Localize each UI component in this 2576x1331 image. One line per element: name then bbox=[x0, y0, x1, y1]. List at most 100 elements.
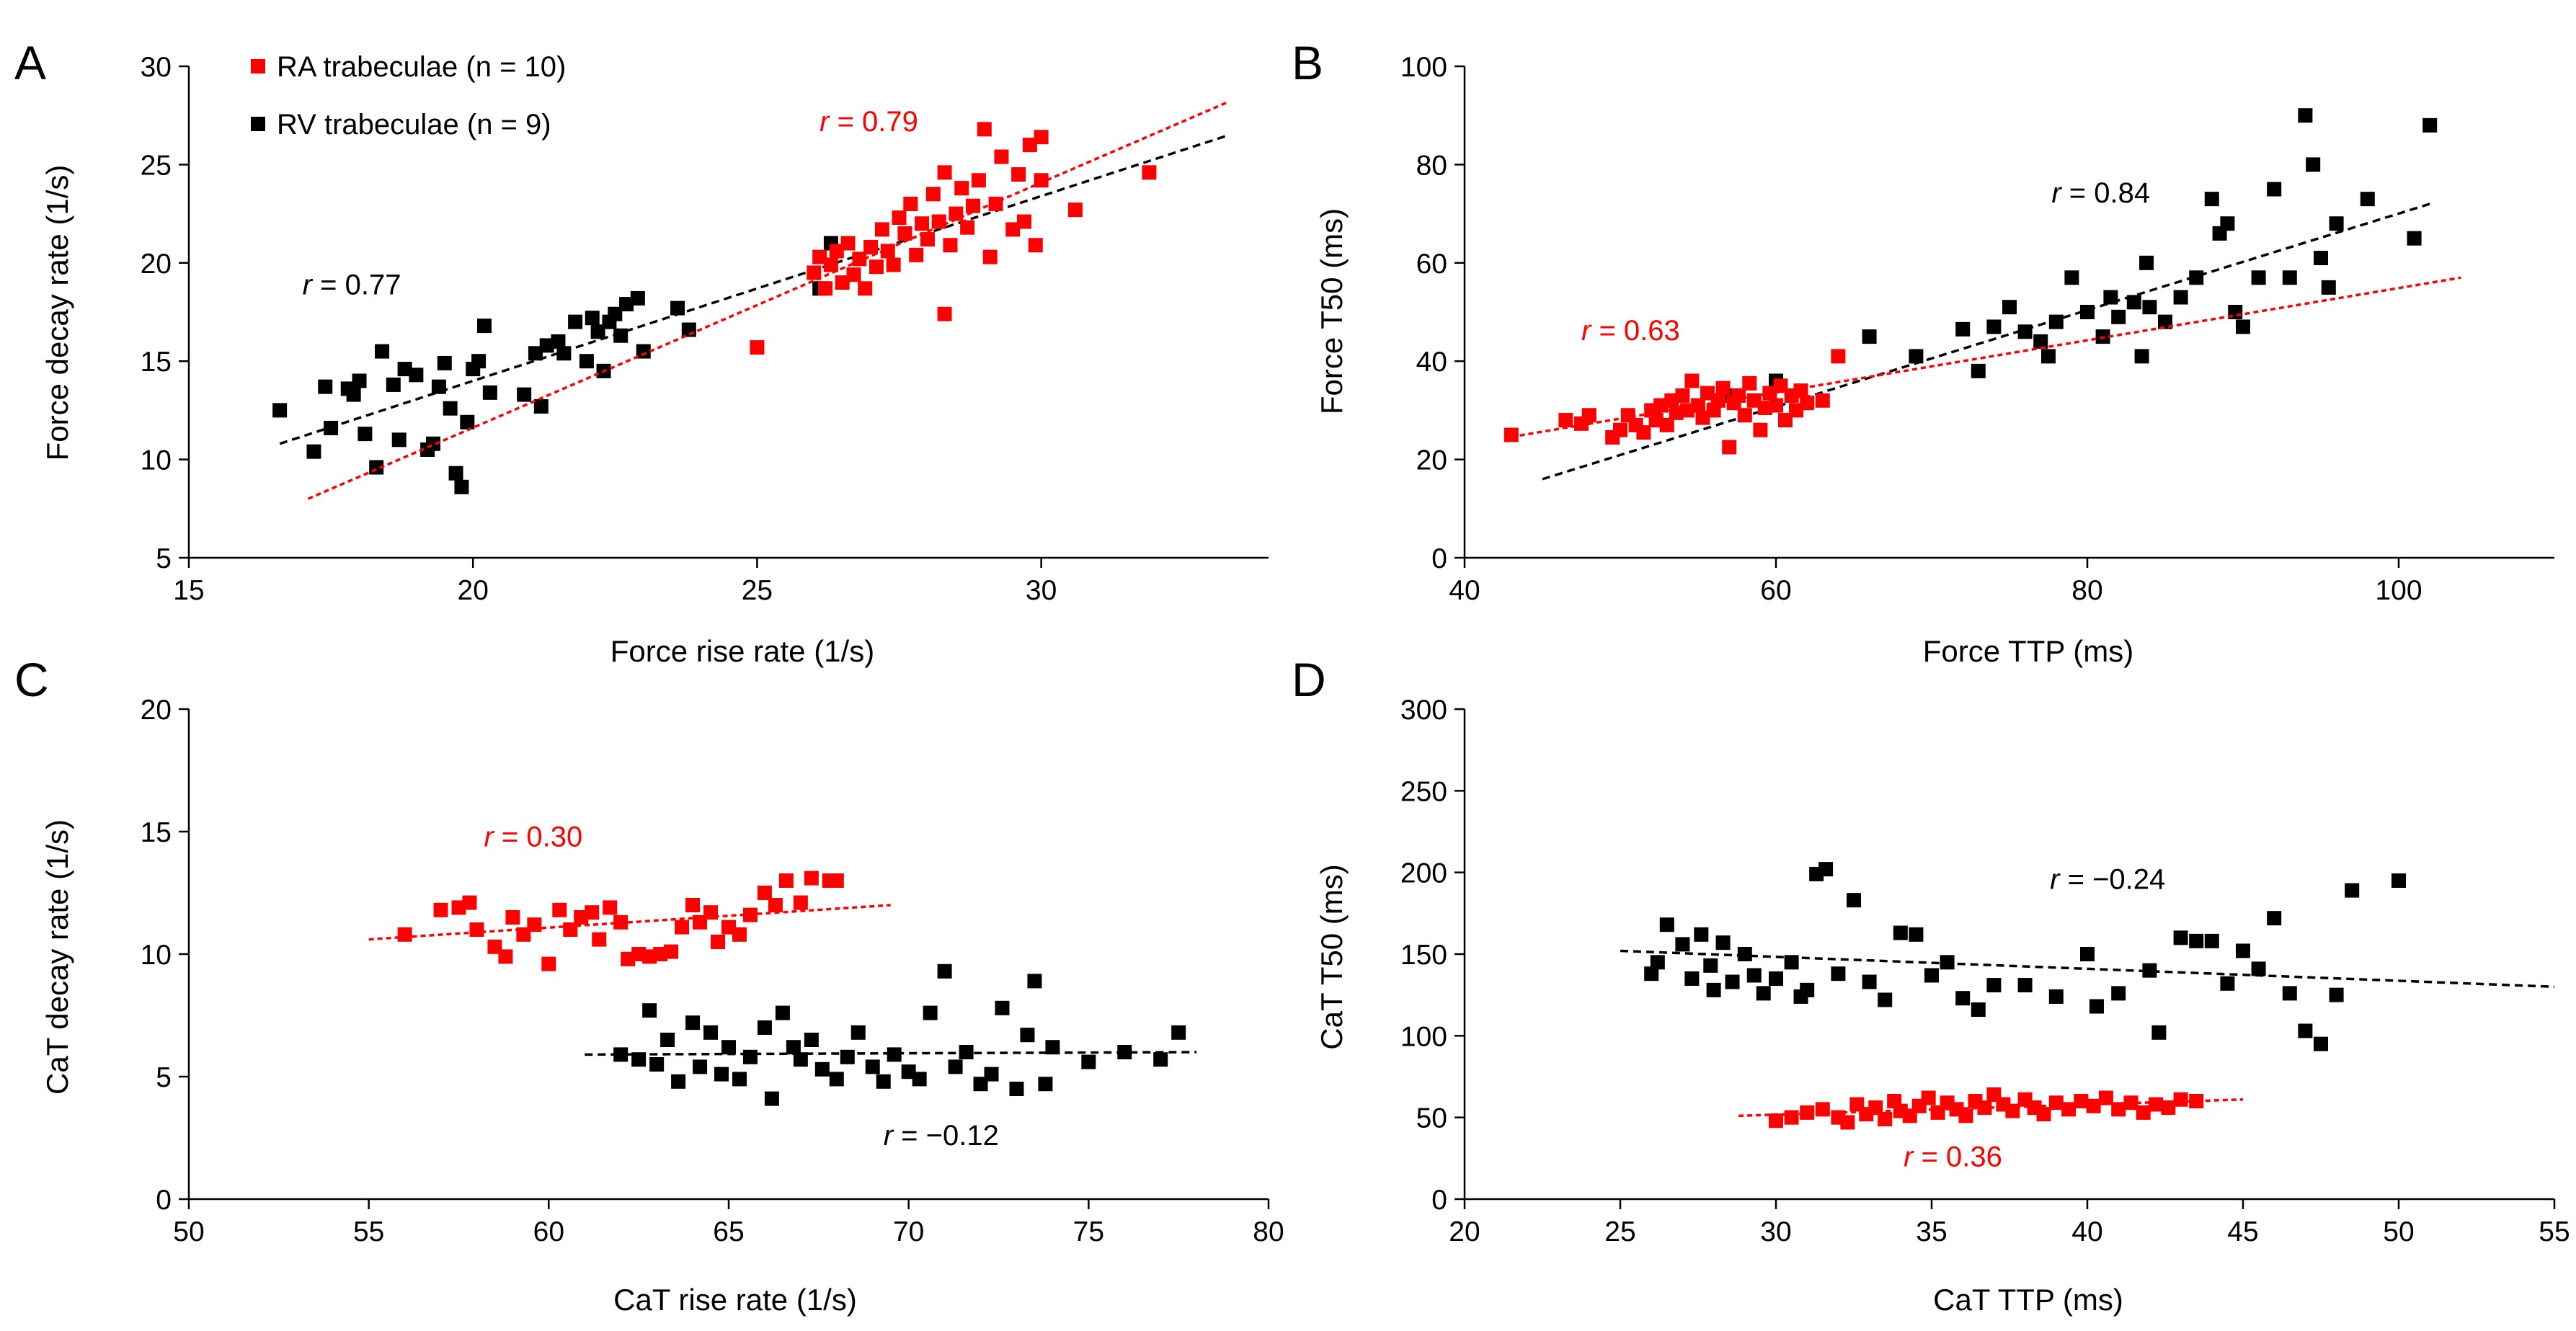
ra-r-value: = 0.79 bbox=[829, 106, 918, 138]
data-point-ra bbox=[1691, 398, 1705, 413]
data-point-rv bbox=[476, 319, 492, 334]
data-point-ra bbox=[732, 927, 747, 942]
data-point-ra bbox=[903, 196, 918, 211]
data-point-rv bbox=[528, 346, 543, 361]
data-point-rv bbox=[714, 1067, 729, 1082]
data-point-ra bbox=[2048, 1095, 2064, 1110]
data-point-rv bbox=[887, 1047, 902, 1062]
data-point-ra bbox=[1142, 165, 1157, 180]
data-point-rv bbox=[757, 1020, 772, 1035]
data-point-rv bbox=[1862, 329, 1877, 344]
data-point-rv bbox=[2267, 911, 2282, 926]
panel-a-x-axis-label: Force rise rate (1/s) bbox=[610, 634, 874, 668]
data-point-rv bbox=[454, 479, 469, 494]
y-tick-label: 0 bbox=[156, 1185, 172, 1216]
ra-r-symbol: r bbox=[1581, 315, 1592, 347]
legend: RA trabeculae (n = 10) RV trabeculae (n … bbox=[251, 51, 566, 141]
data-point-ra bbox=[1659, 417, 1674, 432]
data-point-rv bbox=[660, 1033, 675, 1047]
y-tick-label: 30 bbox=[141, 52, 172, 83]
data-point-ra bbox=[433, 902, 448, 917]
data-point-rv bbox=[1644, 966, 1659, 981]
data-point-rv bbox=[1831, 966, 1846, 981]
data-point-rv bbox=[608, 306, 623, 321]
x-tick-label: 50 bbox=[173, 1216, 204, 1247]
data-point-ra bbox=[462, 895, 477, 910]
data-point-rv bbox=[1737, 947, 1752, 961]
data-point-rv bbox=[517, 387, 532, 402]
y-tick-label: 0 bbox=[1431, 543, 1447, 574]
data-point-rv bbox=[1878, 992, 1893, 1007]
data-point-rv bbox=[670, 301, 685, 316]
y-tick-label: 15 bbox=[141, 817, 172, 848]
data-point-ra bbox=[994, 149, 1009, 164]
data-point-rv bbox=[397, 362, 412, 377]
ra-r-symbol: r bbox=[1904, 1141, 1914, 1173]
y-tick-label: 300 bbox=[1400, 695, 1447, 726]
rv-r-symbol: r bbox=[2051, 177, 2062, 209]
data-point-ra bbox=[971, 173, 986, 188]
panel-c-ra-r-annotation: r = 0.30 bbox=[484, 821, 582, 853]
data-point-ra bbox=[982, 249, 998, 264]
data-point-ra bbox=[1005, 222, 1021, 237]
rv-r-value: = −0.24 bbox=[2059, 863, 2165, 895]
data-point-rv bbox=[742, 1049, 758, 1064]
x-tick-label: 75 bbox=[1073, 1216, 1104, 1247]
data-point-ra bbox=[931, 214, 946, 229]
ra-r-value: = 0.36 bbox=[1913, 1141, 2002, 1173]
data-point-ra bbox=[552, 902, 567, 917]
x-tick-label: 20 bbox=[1449, 1216, 1480, 1247]
data-point-rv bbox=[590, 324, 605, 339]
data-point-ra bbox=[757, 886, 772, 900]
data-point-rv bbox=[2314, 250, 2328, 265]
x-tick-label: 70 bbox=[893, 1216, 924, 1247]
data-point-rv bbox=[2220, 976, 2235, 991]
data-point-rv bbox=[2306, 157, 2321, 172]
rv-r-value: = 0.84 bbox=[2061, 177, 2150, 209]
trendline-rv bbox=[1620, 949, 2555, 989]
y-tick-label: 5 bbox=[156, 543, 172, 574]
data-point-rv bbox=[2282, 986, 2297, 1001]
data-point-ra bbox=[1789, 403, 1804, 418]
data-point-rv bbox=[804, 1033, 819, 1047]
data-point-rv bbox=[409, 368, 424, 383]
data-point-ra bbox=[943, 238, 958, 253]
data-point-rv bbox=[2173, 930, 2188, 945]
data-point-ra bbox=[469, 922, 484, 937]
rv-r-value: = 0.77 bbox=[312, 269, 401, 301]
data-point-rv bbox=[984, 1067, 999, 1082]
data-point-rv bbox=[1045, 1040, 1060, 1055]
data-point-rv bbox=[814, 1061, 830, 1077]
x-tick-label: 30 bbox=[1760, 1216, 1791, 1247]
data-point-rv bbox=[2314, 1036, 2328, 1051]
data-point-ra bbox=[1028, 238, 1043, 253]
legend-ra-label: RA trabeculae (n = 10) bbox=[277, 51, 566, 83]
data-point-rv bbox=[2345, 883, 2360, 898]
data-point-ra bbox=[1958, 1108, 1973, 1123]
scatter-plot-b: 40 60 80 100 0 20 40 60 80 100 bbox=[1400, 52, 2554, 606]
data-point-ra bbox=[812, 249, 827, 264]
data-point-rv bbox=[579, 354, 594, 369]
data-point-rv bbox=[876, 1074, 891, 1089]
panel-d-x-axis-label: CaT TTP (ms) bbox=[1933, 1283, 2123, 1317]
data-point-rv bbox=[1756, 986, 1771, 1001]
trendline-ra bbox=[1738, 1098, 2244, 1118]
data-point-ra bbox=[1757, 400, 1772, 415]
x-tick-label: 40 bbox=[2071, 1216, 2102, 1247]
data-point-rv bbox=[533, 399, 548, 414]
data-point-rv bbox=[685, 1015, 701, 1030]
panel-c-label: C bbox=[14, 653, 49, 706]
data-point-ra bbox=[664, 944, 679, 959]
data-point-ra bbox=[1011, 167, 1026, 182]
data-point-ra bbox=[1034, 130, 1049, 145]
data-point-rv bbox=[923, 1005, 938, 1020]
data-point-ra bbox=[1664, 393, 1679, 408]
data-point-rv bbox=[2251, 270, 2266, 285]
panel-d: D 20 25 30 35 40 45 50 55 0 50 100 150 200 250 300 CaT… bbox=[1292, 653, 2570, 1317]
series-rv bbox=[613, 963, 1186, 1106]
data-point-rv bbox=[1659, 917, 1674, 932]
data-point-rv bbox=[460, 414, 475, 429]
data-point-rv bbox=[2204, 933, 2219, 948]
data-point-rv bbox=[2321, 280, 2336, 295]
data-point-rv bbox=[703, 1025, 719, 1040]
